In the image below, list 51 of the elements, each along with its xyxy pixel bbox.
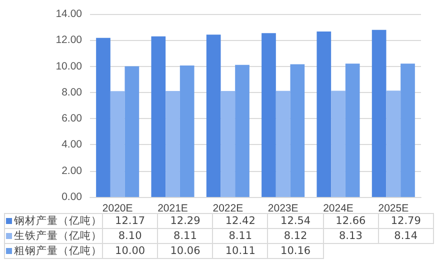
bar <box>110 91 125 197</box>
data-label: 12.54 <box>268 214 324 228</box>
bar <box>290 64 305 197</box>
data-label: 8.14 <box>378 228 434 244</box>
x-tick-label: 2023E <box>268 202 298 214</box>
bar <box>386 90 401 197</box>
y-tick-label: 6.00 <box>62 112 82 125</box>
y-tick-label: 12.00 <box>56 34 82 46</box>
data-label: 12.79 <box>378 214 434 228</box>
bar <box>262 33 276 197</box>
data-label: 10.00 <box>102 244 158 258</box>
bar <box>96 38 110 197</box>
x-tick-label: 2024E <box>323 202 354 214</box>
bar <box>345 64 360 197</box>
data-label: 8.13 <box>323 228 378 244</box>
bar <box>206 34 221 197</box>
data-label: 8.10 <box>102 228 158 244</box>
bar <box>235 64 250 197</box>
bar <box>316 32 332 197</box>
y-tick-label: 0.00 <box>62 191 82 203</box>
y-tick-label: 10.00 <box>56 60 82 72</box>
bar <box>372 30 386 197</box>
data-label: 8.11 <box>158 228 213 244</box>
x-tick-label: 2020E <box>102 202 133 214</box>
data-label: 10.16 <box>268 244 324 258</box>
data-label: 12.29 <box>158 214 213 228</box>
y-tick-label: 2.00 <box>62 164 82 177</box>
bar <box>220 90 236 197</box>
bar <box>151 36 166 197</box>
x-tick-label: 2025E <box>378 202 409 214</box>
bar <box>400 64 415 197</box>
bar <box>166 90 180 197</box>
data-label: 8.11 <box>212 228 268 244</box>
legend-label: 生铁产量（亿吨） <box>4 228 102 244</box>
x-tick-label: 2021E <box>158 202 188 214</box>
data-label: 10.11 <box>212 244 268 258</box>
y-tick-label: 8.00 <box>62 86 82 98</box>
bar <box>124 66 140 197</box>
bar <box>331 90 346 197</box>
data-label: 12.17 <box>102 214 158 228</box>
y-tick-label: 14.00 <box>56 8 82 20</box>
y-tick-label: 4.00 <box>62 138 82 151</box>
x-tick-label: 2022E <box>212 202 244 214</box>
data-label: 10.06 <box>158 244 213 258</box>
legend-label: 粗钢产量（亿吨） <box>4 244 102 258</box>
data-label: 12.66 <box>323 214 378 228</box>
data-label: 8.12 <box>268 228 324 244</box>
bar <box>276 90 290 197</box>
bar <box>180 66 194 197</box>
data-label: 12.42 <box>212 214 268 228</box>
legend-label: 钢材产量（亿吨） <box>4 214 102 228</box>
